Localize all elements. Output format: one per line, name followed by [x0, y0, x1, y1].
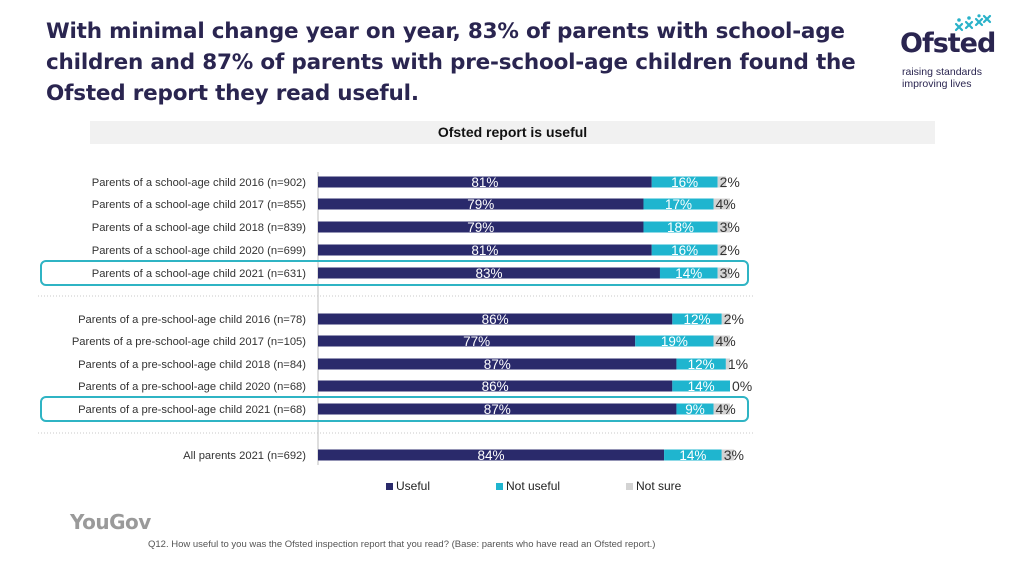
- logo-tagline-2: improving lives: [902, 78, 972, 90]
- legend-label-useful: Useful: [396, 479, 431, 493]
- legend-swatch-useful: [386, 483, 393, 491]
- logo-wordmark: Ofsted: [900, 28, 996, 59]
- bar-not-useful: [643, 198, 714, 210]
- bar-useful: [318, 335, 636, 347]
- bar-not-useful: [676, 358, 726, 370]
- bar-not-sure: [717, 221, 730, 233]
- legend-swatch-not-sure: [626, 483, 633, 491]
- bar-useful: [318, 244, 652, 256]
- category-label: Parents of a pre-school-age child 2018 (…: [78, 359, 306, 371]
- category-label: Parents of a pre-school-age child 2017 (…: [72, 336, 306, 348]
- bar-not-useful: [672, 313, 722, 325]
- bar-not-useful: [651, 176, 718, 188]
- data-label-not-sure: 3%: [720, 219, 740, 235]
- legend-swatch-not-useful: [496, 483, 503, 491]
- data-label-useful: 83%: [475, 266, 502, 281]
- data-label-not-sure: 3%: [720, 265, 740, 281]
- bar-not-useful: [676, 403, 714, 415]
- highlight-box: [40, 396, 749, 422]
- data-label-not-useful: 18%: [667, 220, 694, 235]
- bar-useful: [318, 221, 644, 233]
- data-label-useful: 84%: [478, 448, 505, 463]
- data-label-useful: 87%: [484, 357, 511, 372]
- data-label-not-sure: 4%: [716, 401, 736, 417]
- data-label-useful: 81%: [471, 175, 498, 190]
- data-label-not-sure: 2%: [720, 242, 740, 258]
- category-label: Parents of a pre-school-age child 2021 (…: [78, 404, 306, 416]
- footnote: Q12. How useful to you was the Ofsted in…: [148, 539, 656, 550]
- data-label-useful: 86%: [482, 312, 509, 327]
- bar-not-useful: [659, 267, 718, 279]
- data-label-not-sure: 0%: [732, 378, 752, 394]
- data-label-not-sure: 1%: [728, 356, 748, 372]
- bar-not-sure: [717, 267, 730, 279]
- bar-not-sure: [713, 335, 730, 347]
- data-label-not-sure: 2%: [720, 174, 740, 190]
- bar-not-sure: [721, 449, 735, 461]
- data-label-not-useful: 16%: [671, 243, 698, 258]
- page-title: With minimal change year on year, 83% of…: [46, 19, 856, 106]
- legend-item-not-sure: Not sure: [626, 479, 681, 493]
- data-label-useful: 81%: [471, 243, 498, 258]
- data-label-not-sure: 4%: [716, 196, 736, 212]
- data-label-not-useful: 17%: [665, 197, 692, 212]
- category-label: All parents 2021 (n=692): [183, 450, 306, 462]
- bar-not-sure: [717, 176, 726, 188]
- bar-useful: [318, 313, 673, 325]
- bar-useful: [318, 198, 644, 210]
- bar-not-sure: [713, 403, 730, 415]
- bar-not-sure: [713, 198, 730, 210]
- bar-useful: [318, 358, 677, 370]
- data-label-not-useful: 14%: [688, 379, 715, 394]
- logo-tagline-1: raising standards: [902, 66, 982, 78]
- data-label-useful: 79%: [467, 197, 494, 212]
- bar-not-sure: [725, 358, 730, 370]
- legend-item-useful: Useful: [386, 479, 430, 493]
- category-label: Parents of a pre-school-age child 2020 (…: [78, 381, 306, 393]
- ofsted-logo: Ofsted raising standards improving lives: [900, 14, 1000, 96]
- category-label: Parents of a school-age child 2016 (n=90…: [92, 177, 307, 189]
- stars-icon: [954, 14, 992, 32]
- data-label-not-useful: 12%: [684, 312, 711, 327]
- category-label: Parents of a pre-school-age child 2016 (…: [78, 314, 306, 326]
- legend-label-not-sure: Not sure: [636, 479, 682, 493]
- highlight-box: [40, 260, 749, 286]
- bar-useful: [318, 267, 660, 279]
- category-label: Parents of a school-age child 2020 (n=69…: [92, 245, 307, 257]
- data-label-not-sure: 4%: [716, 333, 736, 349]
- legend-item-not-useful: Not useful: [496, 479, 560, 493]
- bar-not-sure: [721, 313, 730, 325]
- bar-useful: [318, 403, 677, 415]
- category-label: Parents of a school-age child 2017 (n=85…: [92, 199, 307, 211]
- chart-title: Ofsted report is useful: [90, 121, 935, 144]
- data-label-useful: 79%: [467, 220, 494, 235]
- bar-useful: [318, 380, 673, 392]
- bar-useful: [318, 176, 652, 188]
- category-label: Parents of a school-age child 2021 (n=63…: [92, 268, 307, 280]
- data-label-not-useful: 14%: [675, 266, 702, 281]
- data-label-not-useful: 16%: [671, 175, 698, 190]
- data-label-not-useful: 14%: [679, 448, 706, 463]
- bar-not-useful: [635, 335, 714, 347]
- legend-label-not-useful: Not useful: [506, 479, 561, 493]
- bar-not-useful: [651, 244, 718, 256]
- data-label-useful: 87%: [484, 402, 511, 417]
- bar-not-sure: [717, 244, 726, 256]
- yougov-logo: YouGov: [70, 510, 151, 534]
- data-label-not-sure: 3%: [724, 447, 744, 463]
- bar-not-useful: [643, 221, 718, 233]
- bar-not-useful: [672, 380, 730, 392]
- data-label-not-useful: 9%: [685, 402, 705, 417]
- data-label-useful: 77%: [463, 334, 490, 349]
- data-label-useful: 86%: [482, 379, 509, 394]
- data-label-not-sure: 2%: [724, 311, 744, 327]
- data-label-not-useful: 12%: [688, 357, 715, 372]
- category-label: Parents of a school-age child 2018 (n=83…: [92, 222, 307, 234]
- bar-useful: [318, 449, 665, 461]
- data-label-not-useful: 19%: [661, 334, 688, 349]
- bar-not-useful: [664, 449, 722, 461]
